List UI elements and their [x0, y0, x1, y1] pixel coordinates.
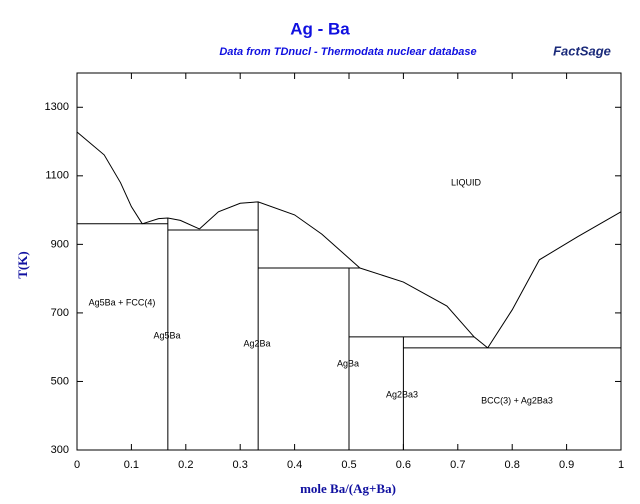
x-axis-label: mole Ba/(Ag+Ba)	[300, 481, 396, 496]
x-tick-label: 0.3	[233, 459, 248, 471]
region-label: BCC(3) + Ag2Ba3	[481, 395, 553, 405]
x-tick-label: 0.8	[505, 459, 520, 471]
phase-boundary	[359, 267, 489, 349]
x-tick-label: 0	[74, 459, 80, 471]
chart-subtitle: Data from TDnucl - Thermodata nuclear da…	[219, 46, 476, 58]
x-tick-label: 0.4	[287, 459, 302, 471]
y-axis-label: T(K)	[15, 251, 30, 278]
phase-boundary	[487, 211, 622, 349]
x-tick-label: 0.9	[559, 459, 574, 471]
y-tick-label: 900	[51, 238, 69, 250]
region-label: Ag2Ba3	[386, 389, 418, 399]
logo: FactSage	[553, 43, 611, 58]
y-tick-label: 1300	[45, 101, 69, 113]
x-tick-label: 0.7	[450, 459, 465, 471]
x-tick-label: 1	[618, 459, 624, 471]
region-label: Ag5Ba	[153, 330, 180, 340]
y-tick-label: 1100	[45, 170, 69, 182]
x-tick-label: 0.2	[178, 459, 193, 471]
x-tick-label: 0.1	[124, 459, 139, 471]
region-label: AgBa	[337, 358, 359, 368]
x-tick-label: 0.5	[341, 459, 356, 471]
region-label: Ag5Ba + FCC(4)	[89, 297, 156, 307]
y-tick-label: 300	[51, 444, 69, 456]
phase-boundary	[199, 201, 361, 269]
x-tick-label: 0.6	[396, 459, 411, 471]
chart-title: Ag - Ba	[290, 19, 350, 38]
phase-boundary	[76, 131, 143, 225]
y-tick-label: 500	[51, 375, 69, 387]
region-label: LIQUID	[451, 177, 482, 187]
region-label: Ag2Ba	[243, 338, 270, 348]
y-tick-label: 700	[51, 307, 69, 319]
